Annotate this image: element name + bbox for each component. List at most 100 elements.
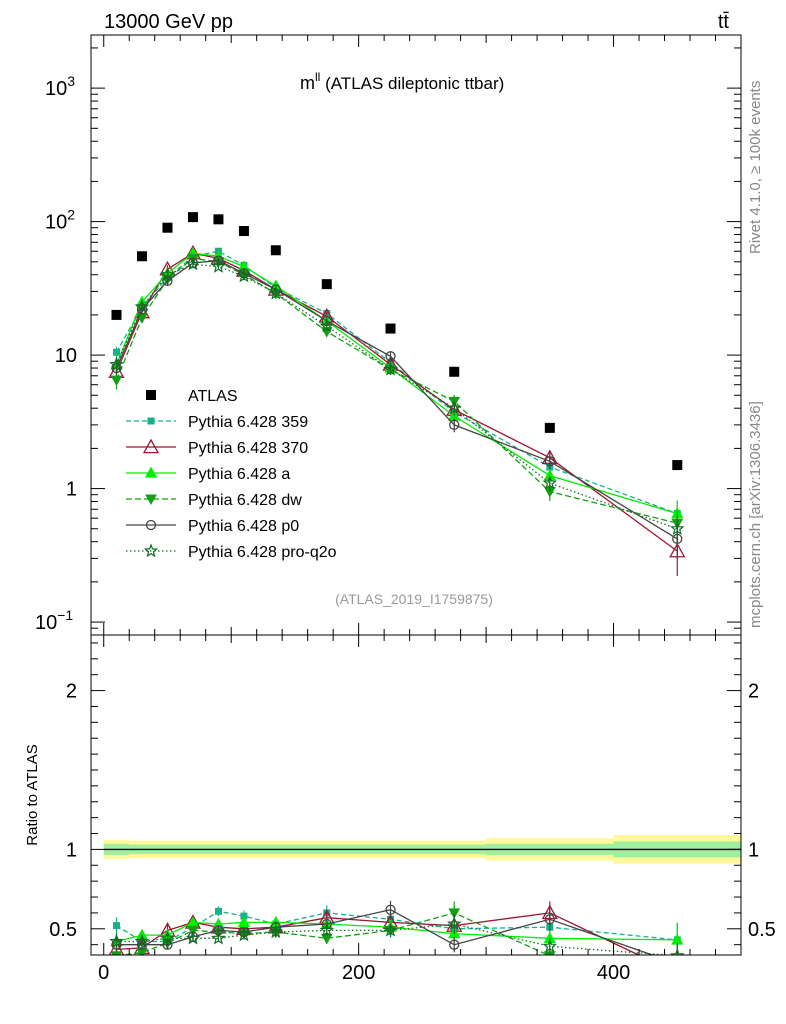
data-point xyxy=(213,214,224,225)
ratio-panel: 0.5 0.5 1 1 2 2 Ratio to ATLAS xyxy=(24,634,776,981)
ratio-point xyxy=(211,930,226,945)
ratio-series-layer xyxy=(108,900,685,981)
data-point xyxy=(136,251,147,262)
data-point xyxy=(321,279,332,290)
series-point xyxy=(109,356,124,371)
source-reference-label: mcplots.cern.ch [arXiv:1306.3436] xyxy=(747,401,764,628)
plot-title: mll (ATLAS dileptonic ttbar) xyxy=(300,70,504,93)
legend-marker xyxy=(146,390,156,400)
series-pythia-6-428-p0 xyxy=(111,255,683,560)
ratio-point xyxy=(240,912,248,920)
series-pythia-6-428-pro-q2o xyxy=(109,256,685,546)
legend-marker xyxy=(143,543,159,558)
data-point xyxy=(187,212,198,223)
y-tick-label: 102 xyxy=(45,207,75,234)
x-axis-ticks: 0 200 400 xyxy=(98,35,742,984)
ratio-line xyxy=(116,912,641,955)
ratio-point xyxy=(236,927,252,942)
ratio-line xyxy=(116,921,678,943)
legend-entry: Pythia 6.428 370 xyxy=(126,438,308,457)
main-axis-ticks: 10−1 1 10 102 103 xyxy=(35,47,741,636)
legend-label: Pythia 6.428 p0 xyxy=(188,518,299,535)
legend: ATLAS Pythia 6.428 359 Pythia 6.428 370 Pyt… xyxy=(126,388,337,561)
ratio-point xyxy=(446,916,462,931)
ratio-line xyxy=(116,923,676,955)
series-point xyxy=(449,419,460,431)
series-line xyxy=(115,257,678,524)
ratio-point xyxy=(268,924,284,939)
legend-marker xyxy=(144,466,158,478)
series-point xyxy=(185,256,201,271)
series-point xyxy=(211,258,226,273)
series-point xyxy=(134,299,150,314)
series-point xyxy=(544,456,555,467)
ratio-point xyxy=(672,972,682,981)
legend-marker xyxy=(145,494,157,506)
series-point xyxy=(383,361,398,376)
legend-marker xyxy=(142,438,160,454)
ratio-point xyxy=(449,939,460,950)
legend-entry: Pythia 6.428 p0 xyxy=(126,518,299,535)
ratio-point xyxy=(544,914,555,925)
legend-label: ATLAS xyxy=(188,388,238,405)
series-point xyxy=(110,375,123,387)
main-series-layer xyxy=(108,244,686,577)
header-collision-label: 13000 GeV pp xyxy=(104,11,233,33)
ratio-point xyxy=(214,907,222,915)
ratio-series-pythia-6-428-pro-q2o xyxy=(109,913,685,955)
series-point xyxy=(670,521,685,535)
y-tick-label: 1 xyxy=(66,479,77,501)
ratio-y-tick-label-right: 1 xyxy=(748,839,759,861)
legend-label: Pythia 6.428 359 xyxy=(188,414,308,431)
ratio-point xyxy=(670,966,684,979)
ratio-point xyxy=(673,959,682,968)
ratio-y-tick-label-right: 2 xyxy=(748,681,759,703)
ratio-point xyxy=(670,948,685,955)
rivet-version-label: Rivet 4.1.0, ≥ 100k events xyxy=(747,81,764,254)
data-point xyxy=(385,323,396,334)
ratio-point xyxy=(237,916,251,928)
data-point xyxy=(238,226,249,237)
legend-label: Pythia 6.428 dw xyxy=(188,492,302,509)
ratio-point xyxy=(383,922,398,937)
ratio-y-tick-label: 2 xyxy=(66,681,77,703)
ratio-line xyxy=(116,909,655,955)
legend-label: Pythia 6.428 370 xyxy=(188,440,308,457)
ratio-y-tick-label: 1 xyxy=(66,839,77,861)
series-point xyxy=(268,285,284,300)
y-tick-label: 10 xyxy=(55,345,77,367)
series-point xyxy=(319,318,335,333)
ratio-panel-frame xyxy=(90,634,742,956)
y-tick-label: 103 xyxy=(45,73,75,100)
data-point xyxy=(449,366,460,377)
ratio-series-pythia-6-428-p0 xyxy=(111,900,682,968)
legend-entry: ATLAS xyxy=(146,388,238,405)
legend-entry: Pythia 6.428 a xyxy=(126,466,290,483)
ratio-point xyxy=(319,922,335,937)
legend-label: Pythia 6.428 a xyxy=(188,466,290,483)
ratio-point xyxy=(112,922,120,930)
legend-entry: Pythia 6.428 dw xyxy=(126,492,302,509)
legend-marker xyxy=(147,417,155,425)
data-point xyxy=(270,245,281,256)
data-point xyxy=(672,460,683,471)
header-process-label: tt̄ xyxy=(718,11,730,33)
ratio-point xyxy=(134,933,150,948)
x-tick-label: 400 xyxy=(597,962,630,984)
series-point xyxy=(236,268,252,283)
ratio-point xyxy=(448,908,461,919)
series-point xyxy=(446,400,462,415)
ratio-axis-ticks: 0.5 0.5 1 1 2 2 xyxy=(49,642,776,946)
ratio-point xyxy=(185,930,201,945)
data-points-layer xyxy=(111,212,683,471)
legend-entry: Pythia 6.428 359 xyxy=(126,414,308,431)
data-point xyxy=(111,309,122,320)
series-point xyxy=(160,267,175,281)
ratio-point xyxy=(108,941,125,955)
legend-label: Pythia 6.428 pro-q2o xyxy=(188,544,337,561)
legend-marker xyxy=(145,519,157,531)
ratio-point xyxy=(542,938,558,953)
data-point xyxy=(162,222,173,233)
ratio-point xyxy=(160,930,175,945)
